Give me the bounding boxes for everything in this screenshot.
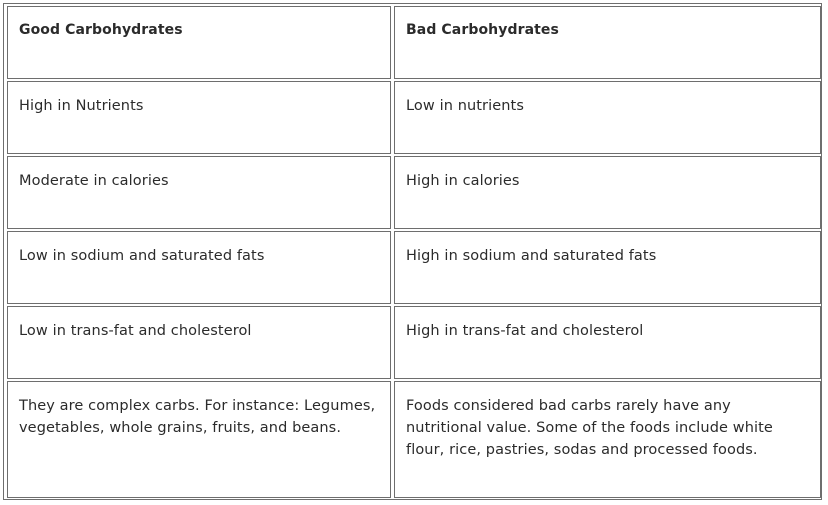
header-good-carbohydrates: Good Carbohydrates (7, 6, 391, 79)
table-cell-bad: High in calories (394, 156, 821, 229)
table-cell-bad: Foods considered bad carbs rarely have a… (394, 381, 821, 498)
table-cell-bad: High in sodium and saturated fats (394, 231, 821, 304)
table-cell-good: Low in sodium and saturated fats (7, 231, 391, 304)
comparison-table (3, 3, 822, 500)
table-cell-good: They are complex carbs. For instance: Le… (7, 381, 391, 498)
table-cell-bad: Low in nutrients (394, 81, 821, 154)
table-cell-good: Low in trans-fat and cholesterol (7, 306, 391, 379)
table-cell-good: High in Nutrients (7, 81, 391, 154)
header-bad-carbohydrates: Bad Carbohydrates (394, 6, 821, 79)
table-cell-good: Moderate in calories (7, 156, 391, 229)
table-cell-bad: High in trans-fat and cholesterol (394, 306, 821, 379)
